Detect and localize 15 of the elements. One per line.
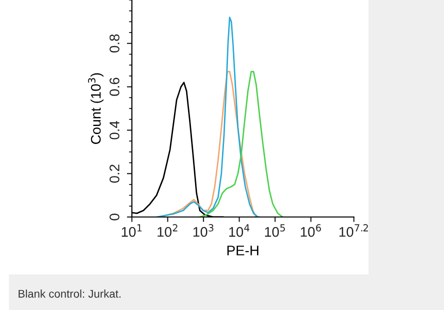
x-axis-title: PE-H [227,246,258,256]
x-tick-label: 10$^{5}$ [265,224,285,237]
x-tick-label: 10$^{6}$ [300,224,321,237]
x-tick-label: 10$^{4}$ [229,224,250,237]
y-tick-label: 0.4 [110,120,120,140]
x-tick-label: 10$^{3}$ [193,224,214,237]
y-tick-label: 0.6 [110,78,120,96]
y-tick-label: 0 [110,214,120,220]
y-tick-label: 0.8 [110,34,120,53]
y-axis-title: Count (10$^{3}$) [88,73,104,144]
x-tick-label: 10$^{7.2}$ [339,224,368,237]
text: Blank control: Jurkat. [18,290,120,298]
x-tick-label: 10$^{1}$ [122,224,142,237]
x-tick-label: 10$^{2}$ [158,224,178,237]
y-tick-label: 0.2 [110,164,120,183]
